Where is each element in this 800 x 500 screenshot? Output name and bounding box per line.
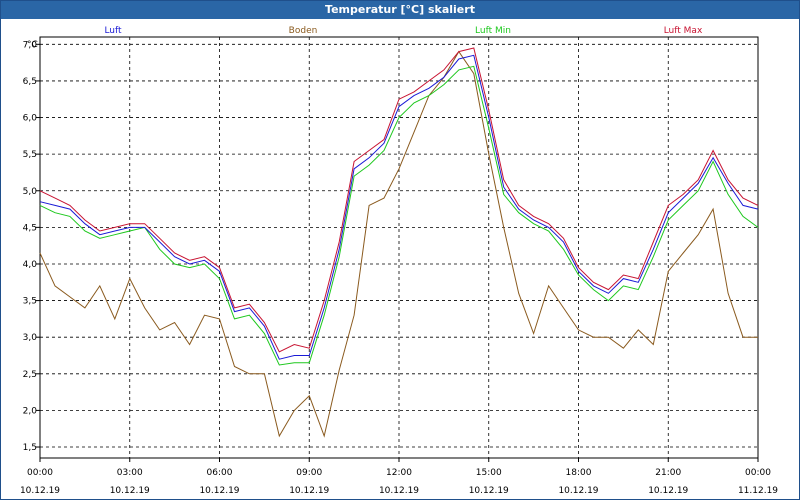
x-tick-time: 21:00 (655, 468, 681, 478)
y-tick-label: 5,5 (23, 150, 37, 160)
x-tick-date: 10.12.19 (289, 486, 329, 496)
legend-entry-luft-min: Luft Min (475, 26, 511, 36)
y-tick-label: 6,5 (23, 77, 37, 87)
legend-entry-luft: Luft (104, 26, 122, 36)
x-axis: 00:00 10.12.19 03:00 10.12.19 06:00 10.12.19 0… (20, 458, 778, 496)
x-tick-time: 00:00 (27, 468, 53, 478)
series-line-luft-min (39, 65, 759, 366)
x-tick-date: 10.12.19 (110, 486, 150, 496)
x-tick-time: 09:00 (296, 468, 322, 478)
series-group (39, 47, 759, 438)
y-tick-label: 2,5 (23, 370, 37, 380)
x-tick-date: 11.12.19 (738, 486, 778, 496)
x-tick-time: 06:00 (207, 468, 233, 478)
y-tick-label: 4,5 (23, 223, 37, 233)
x-tick-date: 10.12.19 (558, 486, 598, 496)
x-tick-time: 12:00 (386, 468, 412, 478)
y-tick-label: 2,0 (23, 406, 38, 416)
x-tick-date: 10.12.19 (20, 486, 60, 496)
chart-title: Temperatur [°C] skaliert (1, 1, 799, 19)
x-tick-date: 10.12.19 (379, 486, 419, 496)
y-tick-label: 5,0 (23, 187, 38, 197)
x-tick-date: 10.12.19 (199, 486, 239, 496)
x-tick-time: 15:00 (476, 468, 502, 478)
y-tick-label: 1,5 (23, 443, 37, 453)
x-tick-time: 00:00 (745, 468, 771, 478)
y-axis-label: °C (27, 40, 38, 50)
x-tick-time: 03:00 (117, 468, 143, 478)
series-line-boden (39, 50, 758, 438)
series-line-luft-max (39, 47, 759, 353)
grid (40, 37, 758, 458)
legend-entry-boden: Boden (289, 26, 318, 36)
x-tick-date: 10.12.19 (648, 486, 688, 496)
y-axis: 1,5 2,0 2,5 3,0 3,5 4,0 4,5 5,0 5,5 6,0 6,5 7,0 (23, 40, 40, 453)
y-tick-label: 4,0 (23, 260, 38, 270)
y-tick-label: 3,0 (23, 333, 38, 343)
legend: Luft Boden Luft Min Luft Max (104, 26, 703, 36)
x-tick-time: 18:00 (566, 468, 592, 478)
x-tick-date: 10.12.19 (469, 486, 509, 496)
y-tick-label: 6,0 (23, 114, 38, 124)
series-line-luft (39, 54, 759, 360)
legend-entry-luft-max: Luft Max (664, 26, 703, 36)
y-tick-label: 7,0 (23, 40, 38, 50)
y-tick-label: 3,5 (23, 297, 37, 307)
